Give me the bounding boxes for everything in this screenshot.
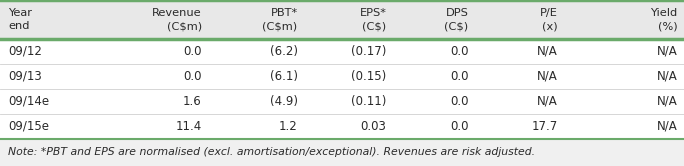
Text: (6.1): (6.1): [269, 70, 298, 83]
Text: 0.0: 0.0: [450, 120, 469, 133]
Bar: [0, 64, 684, 89]
Text: (0.15): (0.15): [351, 70, 386, 83]
Text: Revenue
(C$m): Revenue (C$m): [152, 8, 202, 31]
Text: N/A: N/A: [537, 95, 557, 108]
Text: N/A: N/A: [657, 70, 677, 83]
Text: 09/12: 09/12: [8, 45, 42, 58]
Text: N/A: N/A: [657, 95, 677, 108]
Text: 09/13: 09/13: [8, 70, 42, 83]
Bar: [0, 0, 684, 39]
Text: PBT*
(C$m): PBT* (C$m): [263, 8, 298, 31]
Text: 09/15e: 09/15e: [8, 120, 49, 133]
Text: 1.2: 1.2: [279, 120, 298, 133]
Text: 0.0: 0.0: [450, 45, 469, 58]
Text: (0.17): (0.17): [351, 45, 386, 58]
Text: 09/14e: 09/14e: [8, 95, 49, 108]
Text: N/A: N/A: [537, 45, 557, 58]
Text: 11.4: 11.4: [176, 120, 202, 133]
Text: (0.11): (0.11): [351, 95, 386, 108]
Text: (6.2): (6.2): [269, 45, 298, 58]
Bar: [0, 39, 684, 64]
Text: 17.7: 17.7: [531, 120, 557, 133]
Text: Note: *PBT and EPS are normalised (excl. amortisation/exceptional). Revenues are: Note: *PBT and EPS are normalised (excl.…: [8, 147, 536, 157]
Text: 0.0: 0.0: [183, 45, 202, 58]
Text: 0.0: 0.0: [450, 95, 469, 108]
Bar: [0, 139, 684, 166]
Text: Yield
(%): Yield (%): [650, 8, 677, 31]
Text: 0.03: 0.03: [360, 120, 386, 133]
Text: P/E
(x): P/E (x): [540, 8, 557, 31]
Text: N/A: N/A: [657, 120, 677, 133]
Text: 1.6: 1.6: [183, 95, 202, 108]
Text: DPS
(C$): DPS (C$): [445, 8, 469, 31]
Bar: [0, 114, 684, 139]
Text: 0.0: 0.0: [183, 70, 202, 83]
Text: N/A: N/A: [537, 70, 557, 83]
Text: N/A: N/A: [657, 45, 677, 58]
Bar: [0, 89, 684, 114]
Text: Year
end: Year end: [8, 8, 32, 31]
Text: 0.0: 0.0: [450, 70, 469, 83]
Text: (4.9): (4.9): [269, 95, 298, 108]
Text: EPS*
(C$): EPS* (C$): [360, 8, 386, 31]
